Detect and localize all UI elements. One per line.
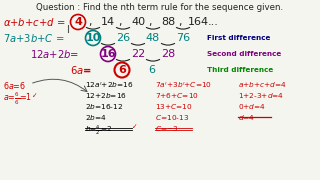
Text: $7a$+$3b$+$C$ =: $7a$+$3b$+$C$ =	[3, 32, 64, 44]
Text: Question : Find the nth term rule for the sequence given.: Question : Find the nth term rule for th…	[36, 3, 284, 12]
Text: 164: 164	[188, 17, 209, 27]
Text: $7a^{\prime}$+$3b^{\prime}$+$C$=$10$: $7a^{\prime}$+$3b^{\prime}$+$C$=$10$	[155, 80, 212, 90]
Text: Third difference: Third difference	[207, 67, 273, 73]
Text: $6a$=$6$: $6a$=$6$	[3, 80, 26, 91]
Text: $a$+$b$+$c$+$d$=$4$: $a$+$b$+$c$+$d$=$4$	[238, 80, 287, 89]
Text: 6: 6	[148, 65, 156, 75]
Text: ,: ,	[178, 17, 181, 27]
Text: $12a$+$2b$=: $12a$+$2b$=	[30, 48, 79, 60]
Text: 16: 16	[100, 49, 116, 59]
Text: 88: 88	[161, 17, 175, 27]
Text: ...: ...	[208, 17, 219, 27]
Text: First difference: First difference	[207, 35, 270, 41]
Text: 6: 6	[118, 65, 126, 75]
Text: 4: 4	[74, 17, 82, 27]
Text: Second difference: Second difference	[207, 51, 281, 57]
Text: $7$+$6$+$C$=$10$: $7$+$6$+$C$=$10$	[155, 91, 199, 100]
Text: $1$+$2$-$3$+$d$=$4$: $1$+$2$-$3$+$d$=$4$	[238, 91, 284, 100]
Text: ,: ,	[88, 17, 92, 27]
Text: $d$=$4$: $d$=$4$	[238, 113, 255, 122]
Text: ,: ,	[148, 17, 151, 27]
Text: 26: 26	[116, 33, 130, 43]
Text: $C$=$10$-$13$: $C$=$10$-$13$	[155, 113, 189, 122]
Text: 10: 10	[85, 33, 101, 43]
Text: $a$=$\frac{6}{6}$=$1$: $a$=$\frac{6}{6}$=$1$	[3, 91, 32, 107]
Text: ✓: ✓	[132, 124, 138, 130]
Text: 14: 14	[101, 17, 115, 27]
Text: 76: 76	[176, 33, 190, 43]
Text: $C$=$-3$: $C$=$-3$	[155, 124, 179, 133]
Text: $2b$=$16$-$12$: $2b$=$16$-$12$	[85, 102, 123, 111]
Text: $0$+$d$=$4$: $0$+$d$=$4$	[238, 102, 266, 111]
Text: 22: 22	[131, 49, 145, 59]
Text: 48: 48	[146, 33, 160, 43]
Text: 40: 40	[131, 17, 145, 27]
Text: $2b$=$4$: $2b$=$4$	[85, 113, 107, 122]
Text: $13$+$C$=$10$: $13$+$C$=$10$	[155, 102, 193, 111]
Text: ,: ,	[118, 17, 122, 27]
Text: ✓: ✓	[32, 93, 37, 99]
Text: $\alpha$+b+c+d =: $\alpha$+b+c+d =	[3, 16, 65, 28]
Text: $12a^{\prime}$+$2b$=$16$: $12a^{\prime}$+$2b$=$16$	[85, 80, 133, 90]
Text: 28: 28	[161, 49, 175, 59]
Text: $6a$=: $6a$=	[70, 64, 92, 76]
Text: $12$+$2b$=$16$: $12$+$2b$=$16$	[85, 91, 127, 100]
Text: $b$=$\frac{4}{2}$=$2$: $b$=$\frac{4}{2}$=$2$	[85, 124, 112, 138]
